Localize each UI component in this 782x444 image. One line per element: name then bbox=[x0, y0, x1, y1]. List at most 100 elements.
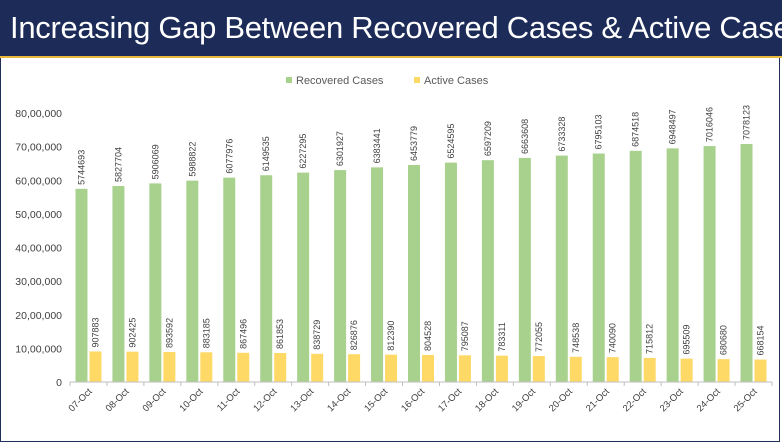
x-tick-label: 14-Oct bbox=[325, 386, 353, 414]
data-label-active: 680680 bbox=[719, 325, 729, 355]
data-label-recovered: 6597209 bbox=[483, 121, 493, 156]
bar-recovered-20-Oct bbox=[555, 155, 568, 382]
data-label-recovered: 6663608 bbox=[520, 119, 530, 154]
bar-active-24-Oct bbox=[717, 359, 730, 382]
bar-chart: Recovered Cases Active Cases 0 10,00,000 20… bbox=[15, 75, 773, 414]
data-label-active: 804528 bbox=[423, 321, 433, 351]
x-tick-label: 21-Oct bbox=[584, 386, 612, 414]
data-label-recovered: 6453779 bbox=[409, 126, 419, 161]
chart-legend: Recovered Cases Active Cases bbox=[286, 75, 489, 87]
data-label-recovered: 6077976 bbox=[224, 139, 234, 174]
bar-active-20-Oct bbox=[569, 356, 582, 382]
data-label-recovered: 6874518 bbox=[631, 112, 641, 147]
y-tick-label: 40,00,000 bbox=[15, 243, 62, 255]
x-tick-label: 18-Oct bbox=[473, 386, 501, 414]
bar-recovered-07-Oct bbox=[75, 188, 88, 382]
y-tick-label: 70,00,000 bbox=[15, 142, 62, 154]
banner-divider bbox=[0, 56, 782, 58]
data-label-active: 740090 bbox=[608, 323, 618, 353]
bar-active-17-Oct bbox=[458, 355, 471, 382]
x-tick-label: 12-Oct bbox=[251, 386, 279, 414]
data-label-recovered: 6795103 bbox=[594, 114, 604, 149]
data-label-recovered: 5744693 bbox=[76, 150, 86, 185]
bar-active-14-Oct bbox=[348, 354, 361, 382]
y-tick-label: 60,00,000 bbox=[15, 175, 62, 187]
bar-recovered-11-Oct bbox=[223, 177, 236, 382]
x-tick-label: 13-Oct bbox=[288, 386, 316, 414]
data-label-recovered: 5827704 bbox=[113, 147, 123, 182]
data-label-active: 861853 bbox=[275, 319, 285, 349]
bar-active-25-Oct bbox=[754, 359, 767, 382]
bar-recovered-25-Oct bbox=[740, 143, 753, 382]
x-tick-label: 22-Oct bbox=[621, 386, 649, 414]
title-banner: Increasing Gap Between Recovered Cases &… bbox=[0, 0, 782, 56]
bar-active-12-Oct bbox=[274, 353, 287, 382]
x-axis: 07-Oct 08-Oct 09-Oct 10-Oct 11-Oct 12-Oct 13-O… bbox=[67, 381, 773, 414]
bar-active-23-Oct bbox=[680, 358, 693, 382]
x-tick-label: 23-Oct bbox=[658, 386, 686, 414]
x-tick-label: 11-Oct bbox=[215, 386, 243, 414]
x-tick-label: 15-Oct bbox=[362, 386, 390, 414]
bar-active-13-Oct bbox=[311, 353, 324, 382]
bar-active-22-Oct bbox=[643, 357, 656, 382]
x-tick-label: 16-Oct bbox=[399, 386, 427, 414]
x-tick-label: 07-Oct bbox=[67, 386, 95, 414]
data-label-recovered: 6383441 bbox=[372, 128, 382, 163]
data-label-active: 748538 bbox=[571, 323, 581, 353]
bar-active-10-Oct bbox=[200, 352, 213, 382]
bar-series bbox=[75, 143, 767, 382]
legend-swatch-active bbox=[414, 77, 420, 83]
bar-recovered-10-Oct bbox=[186, 180, 199, 382]
data-label-recovered: 6301927 bbox=[335, 131, 345, 166]
bar-active-18-Oct bbox=[495, 355, 508, 382]
bar-active-19-Oct bbox=[532, 356, 545, 382]
data-label-active: 695509 bbox=[682, 325, 692, 355]
y-tick-label: 0 bbox=[56, 377, 62, 389]
bar-recovered-14-Oct bbox=[334, 170, 347, 382]
data-label-recovered: 7016046 bbox=[705, 107, 715, 142]
x-tick-label: 17-Oct bbox=[436, 386, 464, 414]
bar-active-16-Oct bbox=[422, 354, 434, 382]
x-tick-label: 19-Oct bbox=[510, 386, 538, 414]
bar-recovered-09-Oct bbox=[149, 183, 162, 382]
data-label-recovered: 5988822 bbox=[187, 142, 197, 177]
data-label-active: 715812 bbox=[645, 324, 655, 354]
bar-recovered-12-Oct bbox=[260, 175, 273, 382]
x-tick-label: 25-Oct bbox=[732, 386, 760, 414]
data-label-active: 812390 bbox=[386, 321, 396, 351]
bar-recovered-18-Oct bbox=[481, 160, 494, 382]
bar-recovered-22-Oct bbox=[629, 150, 642, 382]
data-label-recovered: 6733328 bbox=[557, 117, 567, 152]
legend-label-active: Active Cases bbox=[424, 75, 489, 87]
y-tick-label: 10,00,000 bbox=[15, 343, 62, 355]
bar-recovered-21-Oct bbox=[592, 153, 605, 382]
data-label-active: 907883 bbox=[90, 317, 100, 347]
data-label-active: 902425 bbox=[127, 318, 137, 348]
data-label-active: 893592 bbox=[164, 318, 174, 348]
bar-recovered-23-Oct bbox=[666, 148, 679, 382]
data-label-active: 826876 bbox=[349, 320, 359, 350]
bar-recovered-08-Oct bbox=[112, 186, 125, 382]
bar-recovered-15-Oct bbox=[371, 167, 384, 382]
y-tick-label: 20,00,000 bbox=[15, 310, 62, 322]
data-label-recovered: 6524595 bbox=[446, 124, 456, 159]
data-label-active: 883185 bbox=[201, 318, 211, 348]
data-label-active: 668154 bbox=[756, 325, 766, 355]
x-tick-label: 08-Oct bbox=[104, 386, 132, 414]
data-label-active: 838729 bbox=[312, 320, 322, 350]
data-label-recovered: 7078123 bbox=[742, 105, 752, 140]
y-tick-label: 30,00,000 bbox=[15, 276, 62, 288]
bar-recovered-19-Oct bbox=[518, 157, 531, 382]
x-tick-label: 10-Oct bbox=[177, 386, 205, 414]
data-label-recovered: 5906069 bbox=[150, 144, 160, 179]
data-label-active: 867496 bbox=[238, 319, 248, 349]
bar-recovered-17-Oct bbox=[444, 162, 457, 382]
y-tick-label: 50,00,000 bbox=[15, 209, 62, 221]
x-tick-label: 24-Oct bbox=[695, 386, 723, 414]
bar-active-09-Oct bbox=[163, 351, 176, 382]
data-label-active: 795087 bbox=[460, 321, 470, 351]
legend-label-recovered: Recovered Cases bbox=[296, 75, 384, 87]
y-axis: 0 10,00,000 20,00,000 30,00,000 40,00,000 50,… bbox=[15, 108, 62, 389]
data-label-active: 772055 bbox=[534, 322, 544, 352]
bar-recovered-16-Oct bbox=[408, 164, 420, 382]
